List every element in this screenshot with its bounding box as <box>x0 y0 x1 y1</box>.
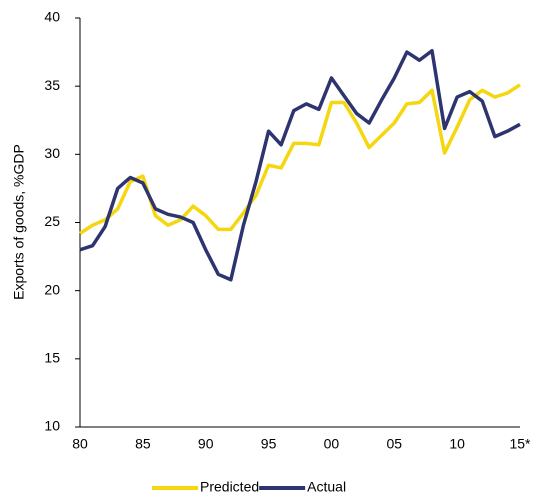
x-tick-label: 15* <box>509 436 531 452</box>
y-axis-label: Exports of goods, %GDP <box>11 144 27 300</box>
series-line <box>79 48 521 282</box>
y-tick-label: 35 <box>44 77 60 93</box>
x-tick-label: 95 <box>261 436 277 452</box>
x-tick-label: 00 <box>324 436 340 452</box>
x-tick-label: 80 <box>72 436 88 452</box>
legend-label: Actual <box>307 479 346 495</box>
series-line <box>79 83 521 235</box>
y-tick-label: 30 <box>44 145 60 161</box>
x-tick-label: 05 <box>386 436 402 452</box>
y-tick-label: 15 <box>44 350 60 366</box>
x-tick-label: 10 <box>449 436 465 452</box>
y-tick-label: 10 <box>44 418 60 434</box>
x-tick-label: 90 <box>198 436 214 452</box>
y-tick-label: 20 <box>44 281 60 297</box>
y-tick-label: 40 <box>44 9 60 25</box>
y-tick-label: 25 <box>44 213 60 229</box>
legend-label: Predicted <box>200 479 259 495</box>
x-tick-label: 85 <box>135 436 151 452</box>
